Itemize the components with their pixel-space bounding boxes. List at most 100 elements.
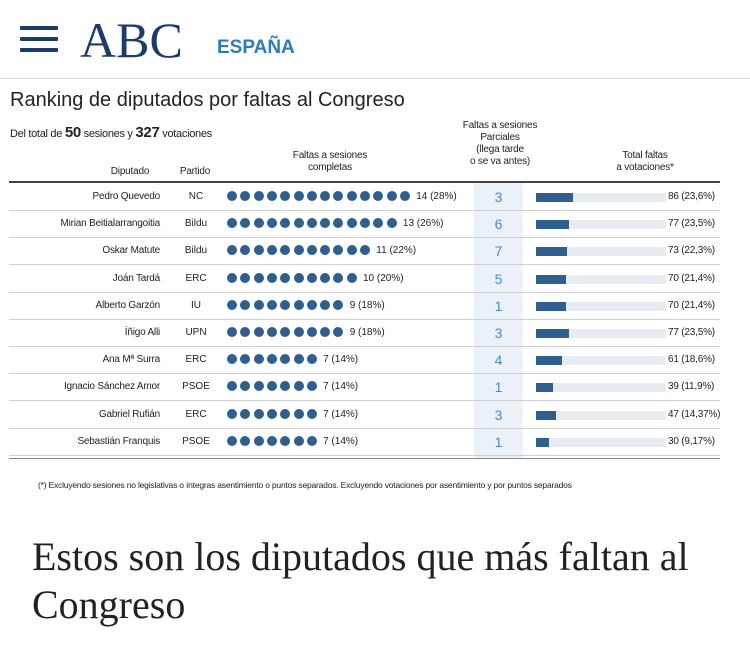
absence-dot bbox=[240, 327, 251, 337]
absence-dot bbox=[240, 381, 251, 392]
party-label: ERC bbox=[185, 272, 207, 284]
absence-dot bbox=[227, 435, 237, 446]
subtitle-post: votaciones bbox=[159, 128, 212, 140]
absence-dot bbox=[266, 435, 277, 446]
absence-dot bbox=[266, 327, 277, 337]
absence-dot bbox=[346, 191, 357, 201]
partial-absence-value: 7 bbox=[494, 243, 503, 260]
absence-dot bbox=[293, 435, 304, 446]
absence-dot bbox=[293, 299, 304, 310]
absence-dot bbox=[253, 299, 264, 310]
partial-absence-value: 3 bbox=[494, 325, 503, 341]
col-header-completas-line2: completas bbox=[308, 162, 352, 173]
absence-dot bbox=[253, 218, 264, 229]
absence-dot bbox=[306, 218, 317, 229]
absence-dot bbox=[306, 408, 317, 419]
absence-dot bbox=[333, 191, 344, 201]
absence-dot bbox=[240, 191, 251, 201]
absence-dot bbox=[280, 408, 291, 419]
party-label: ERC bbox=[185, 354, 207, 366]
table-row: Pedro Quevedo NC 14 (28%) 3 86 (23,6%) bbox=[9, 184, 720, 211]
table-row: Joán Tardá ERC 10 (20%) 5 70 (21,4%) bbox=[9, 266, 720, 293]
diputado-name: Mirian Beitialarrangoitia bbox=[60, 218, 161, 230]
col-header-parciales-line3: (llega tarde bbox=[476, 144, 524, 155]
table-bottom-divider bbox=[9, 458, 720, 459]
absence-dot bbox=[266, 272, 277, 283]
absence-dot bbox=[240, 272, 251, 283]
absence-dot bbox=[227, 218, 237, 229]
votes-bar-track bbox=[536, 220, 666, 230]
absence-dot bbox=[240, 299, 251, 310]
menu-icon[interactable] bbox=[20, 24, 60, 54]
partial-absence-value: 4 bbox=[494, 352, 503, 369]
table-row: Íñigo Alli UPN 9 (18%) 3 77 (23,5%) bbox=[9, 320, 720, 347]
votes-bar-track bbox=[536, 410, 666, 420]
absence-dot bbox=[333, 327, 344, 337]
votes-bar-track bbox=[536, 383, 666, 393]
header-divider bbox=[9, 181, 720, 183]
absence-dot bbox=[306, 191, 317, 201]
votes-bar-track bbox=[536, 437, 666, 447]
partial-absence-value: 3 bbox=[494, 406, 503, 423]
diputado-name: Íñigo Alli bbox=[124, 327, 160, 338]
absence-dot bbox=[320, 299, 331, 310]
complete-absence-label: 7 (14%) bbox=[323, 354, 359, 366]
votes-total-label: 61 (18,6%) bbox=[668, 354, 715, 366]
abc-logo[interactable]: ABC bbox=[80, 12, 183, 68]
absence-dot bbox=[386, 218, 397, 229]
absence-dot bbox=[280, 218, 291, 229]
absence-dot bbox=[293, 191, 304, 201]
votes-total-label: 77 (23,5%) bbox=[668, 327, 715, 338]
votes-total-label: 77 (23,5%) bbox=[668, 218, 715, 230]
top-bar: ABC ESPAÑA bbox=[0, 0, 750, 79]
subtitle-votes: 327 bbox=[135, 124, 160, 141]
absence-dot bbox=[227, 191, 237, 201]
complete-absence-label: 9 (18%) bbox=[349, 327, 385, 338]
complete-absence-label: 7 (14%) bbox=[323, 408, 359, 420]
votes-bar bbox=[536, 247, 567, 257]
party-label: Bildu bbox=[184, 245, 208, 257]
absence-dot bbox=[333, 218, 344, 229]
absence-dot bbox=[333, 299, 344, 310]
absence-dot bbox=[227, 381, 237, 392]
subtitle-pre: Del total de bbox=[10, 128, 65, 140]
absence-dot bbox=[227, 299, 237, 310]
infographic-title: Ranking de diputados por faltas al Congr… bbox=[10, 89, 405, 111]
absence-dot bbox=[306, 354, 317, 365]
absence-dot bbox=[266, 408, 277, 419]
absence-dot bbox=[280, 435, 291, 446]
row-divider bbox=[9, 427, 720, 429]
table-row: Ana Mª Surra ERC 7 (14%) 4 61 (18,6%) bbox=[9, 347, 720, 375]
table-row: Alberto Garzón IU 9 (18%) 1 70 (21,4%) bbox=[9, 293, 720, 320]
complete-absence-label: 13 (26%) bbox=[402, 218, 444, 230]
absence-dot bbox=[320, 245, 331, 256]
absence-dot bbox=[306, 435, 317, 446]
absence-dot bbox=[346, 272, 357, 283]
absence-dot bbox=[360, 191, 370, 201]
absence-dot bbox=[306, 245, 317, 256]
absence-dot bbox=[253, 354, 264, 365]
partial-absence-value: 3 bbox=[494, 189, 503, 205]
votes-total-label: 70 (21,4%) bbox=[668, 272, 715, 284]
absence-dot bbox=[280, 191, 291, 201]
col-header-parciales: Faltas a sesiones Parciales (llega tarde… bbox=[445, 120, 555, 168]
absence-dot bbox=[346, 218, 357, 229]
article-headline[interactable]: Estos son los diputados que más faltan a… bbox=[32, 534, 689, 627]
absence-dot bbox=[306, 299, 317, 310]
absence-dot bbox=[227, 245, 237, 256]
row-divider bbox=[9, 373, 720, 375]
votes-bar-track bbox=[536, 301, 666, 311]
col-header-partido: Partido bbox=[179, 166, 211, 177]
votes-bar bbox=[536, 410, 556, 420]
partial-absence-value: 6 bbox=[494, 216, 503, 233]
absence-dot bbox=[293, 381, 304, 392]
row-divider bbox=[9, 291, 720, 293]
diputado-name: Ana Mª Surra bbox=[102, 354, 161, 366]
col-header-votaciones-line1: Total faltas bbox=[622, 150, 668, 161]
section-link-espana[interactable]: ESPAÑA bbox=[217, 37, 295, 58]
absence-dot bbox=[280, 381, 291, 392]
votes-bar-track bbox=[536, 193, 666, 202]
row-divider bbox=[9, 210, 720, 211]
table-row: Gabriel Rufián ERC 7 (14%) 3 47 (14,37%) bbox=[9, 402, 720, 429]
col-header-parciales-line4: o se va antes) bbox=[469, 156, 530, 167]
